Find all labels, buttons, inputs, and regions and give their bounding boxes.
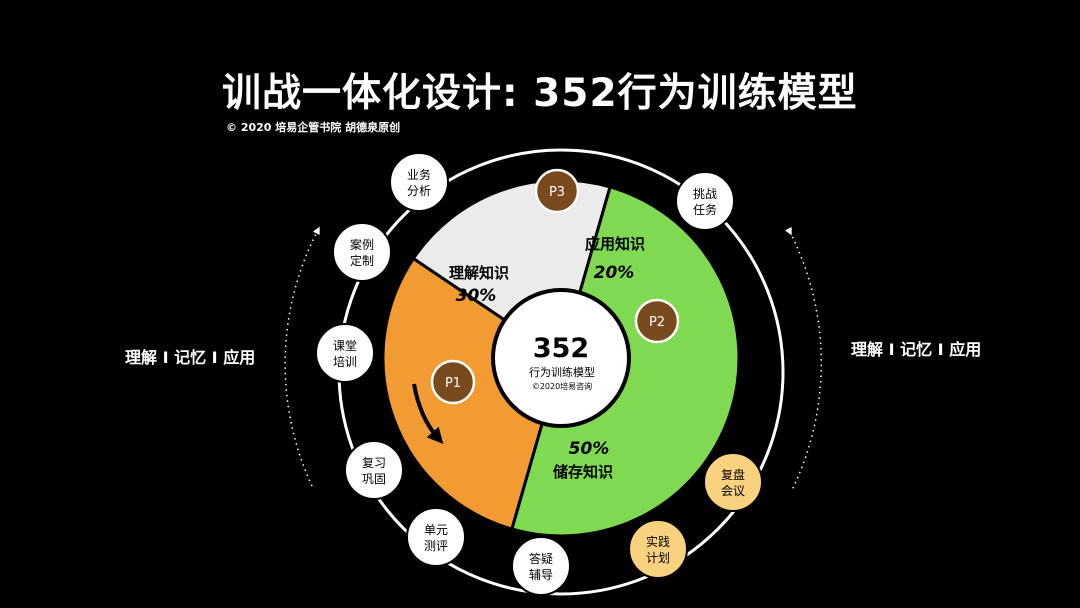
svg-text:定制: 定制 xyxy=(350,253,374,268)
side-label-right: 理解 I 记忆 I 应用 xyxy=(851,340,982,359)
svg-text:案例: 案例 xyxy=(350,237,374,252)
segment-percent-store: 50% xyxy=(569,439,610,459)
dotted-arc-right xyxy=(784,226,822,491)
badge-p3: P3 xyxy=(534,168,580,214)
badge-p3-label: P3 xyxy=(549,185,565,200)
node-practice-plan: 实践 计划 xyxy=(628,519,688,579)
segment-label-apply: 应用知识 xyxy=(585,235,645,253)
node-qa-tutoring: 答疑 辅导 xyxy=(511,536,571,596)
node-business-analysis: 业务 分析 xyxy=(389,152,449,212)
center-sub: ©2020培易咨询 xyxy=(532,381,592,391)
svg-text:分析: 分析 xyxy=(407,184,431,198)
svg-text:会议: 会议 xyxy=(721,484,745,498)
badge-p1: P1 xyxy=(430,359,476,405)
dotted-arc-left xyxy=(284,226,320,487)
page-title: 训战一体化设计: 352行为训练模型 xyxy=(222,71,858,116)
side-label-left: 理解 I 记忆 I 应用 xyxy=(125,348,256,367)
node-unit-test: 单元 测评 xyxy=(406,507,466,567)
center-label: 行为训练模型 xyxy=(529,365,595,379)
svg-text:巩固: 巩固 xyxy=(362,472,386,486)
segment-percent-apply: 20% xyxy=(594,263,635,283)
svg-text:计划: 计划 xyxy=(646,551,670,565)
svg-text:复盘: 复盘 xyxy=(721,467,745,482)
svg-text:测评: 测评 xyxy=(424,539,448,553)
copyright-text: © 2020 培易企管书院 胡德泉原创 xyxy=(226,121,401,134)
svg-text:任务: 任务 xyxy=(693,202,717,217)
svg-text:课堂: 课堂 xyxy=(333,339,357,353)
badge-p2: P2 xyxy=(634,298,680,344)
svg-text:答疑: 答疑 xyxy=(529,551,553,566)
center-number: 352 xyxy=(533,333,589,364)
center-circle xyxy=(491,288,631,428)
segment-label-store: 储存知识 xyxy=(553,463,613,481)
svg-text:培训: 培训 xyxy=(333,354,357,369)
node-classroom-training: 课堂 培训 xyxy=(315,323,375,383)
svg-text:挑战: 挑战 xyxy=(693,187,717,201)
node-case-customization: 案例 定制 xyxy=(332,222,392,282)
node-review-meeting: 复盘 会议 xyxy=(703,452,763,512)
node-challenge-task: 挑战 任务 xyxy=(675,171,735,231)
svg-text:业务: 业务 xyxy=(407,167,431,182)
segment-percent-understand: 30% xyxy=(456,286,497,306)
node-review-consolidate: 复习 巩固 xyxy=(344,440,404,500)
svg-text:辅导: 辅导 xyxy=(529,568,553,582)
badge-p1-label: P1 xyxy=(445,376,461,391)
segment-understand xyxy=(381,256,563,531)
svg-text:单元: 单元 xyxy=(424,523,448,537)
svg-text:复习: 复习 xyxy=(362,456,386,470)
flow-arrow xyxy=(412,383,444,444)
svg-text:实践: 实践 xyxy=(646,534,670,549)
badge-p2-label: P2 xyxy=(649,315,665,330)
segment-label-understand: 理解知识 xyxy=(449,264,509,282)
